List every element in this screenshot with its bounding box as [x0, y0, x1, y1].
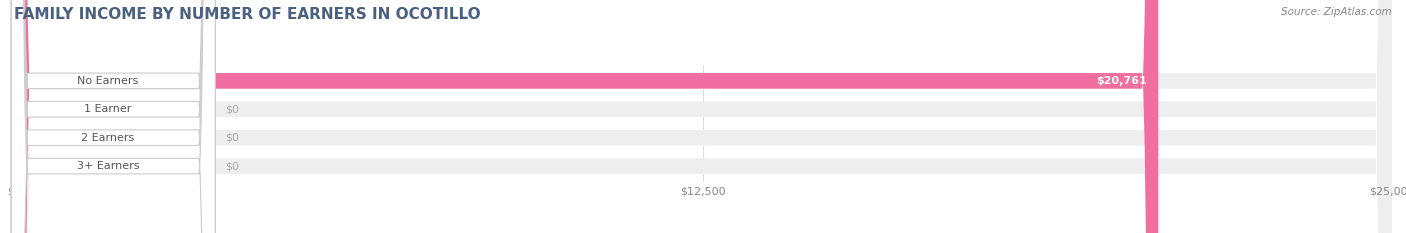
Text: 3+ Earners: 3+ Earners [76, 161, 139, 171]
FancyBboxPatch shape [14, 0, 1392, 233]
FancyBboxPatch shape [14, 0, 1392, 233]
Text: $20,761: $20,761 [1097, 76, 1147, 86]
Text: $0: $0 [225, 161, 239, 171]
Text: $0: $0 [225, 133, 239, 143]
FancyBboxPatch shape [14, 0, 1392, 233]
Text: 1 Earner: 1 Earner [84, 104, 132, 114]
Text: Source: ZipAtlas.com: Source: ZipAtlas.com [1281, 7, 1392, 17]
FancyBboxPatch shape [11, 0, 215, 233]
FancyBboxPatch shape [14, 0, 1392, 233]
FancyBboxPatch shape [11, 0, 215, 233]
Text: FAMILY INCOME BY NUMBER OF EARNERS IN OCOTILLO: FAMILY INCOME BY NUMBER OF EARNERS IN OC… [14, 7, 481, 22]
Text: 2 Earners: 2 Earners [82, 133, 135, 143]
Text: $0: $0 [225, 104, 239, 114]
FancyBboxPatch shape [11, 0, 215, 233]
FancyBboxPatch shape [14, 0, 1159, 233]
FancyBboxPatch shape [11, 0, 215, 233]
Text: No Earners: No Earners [77, 76, 139, 86]
